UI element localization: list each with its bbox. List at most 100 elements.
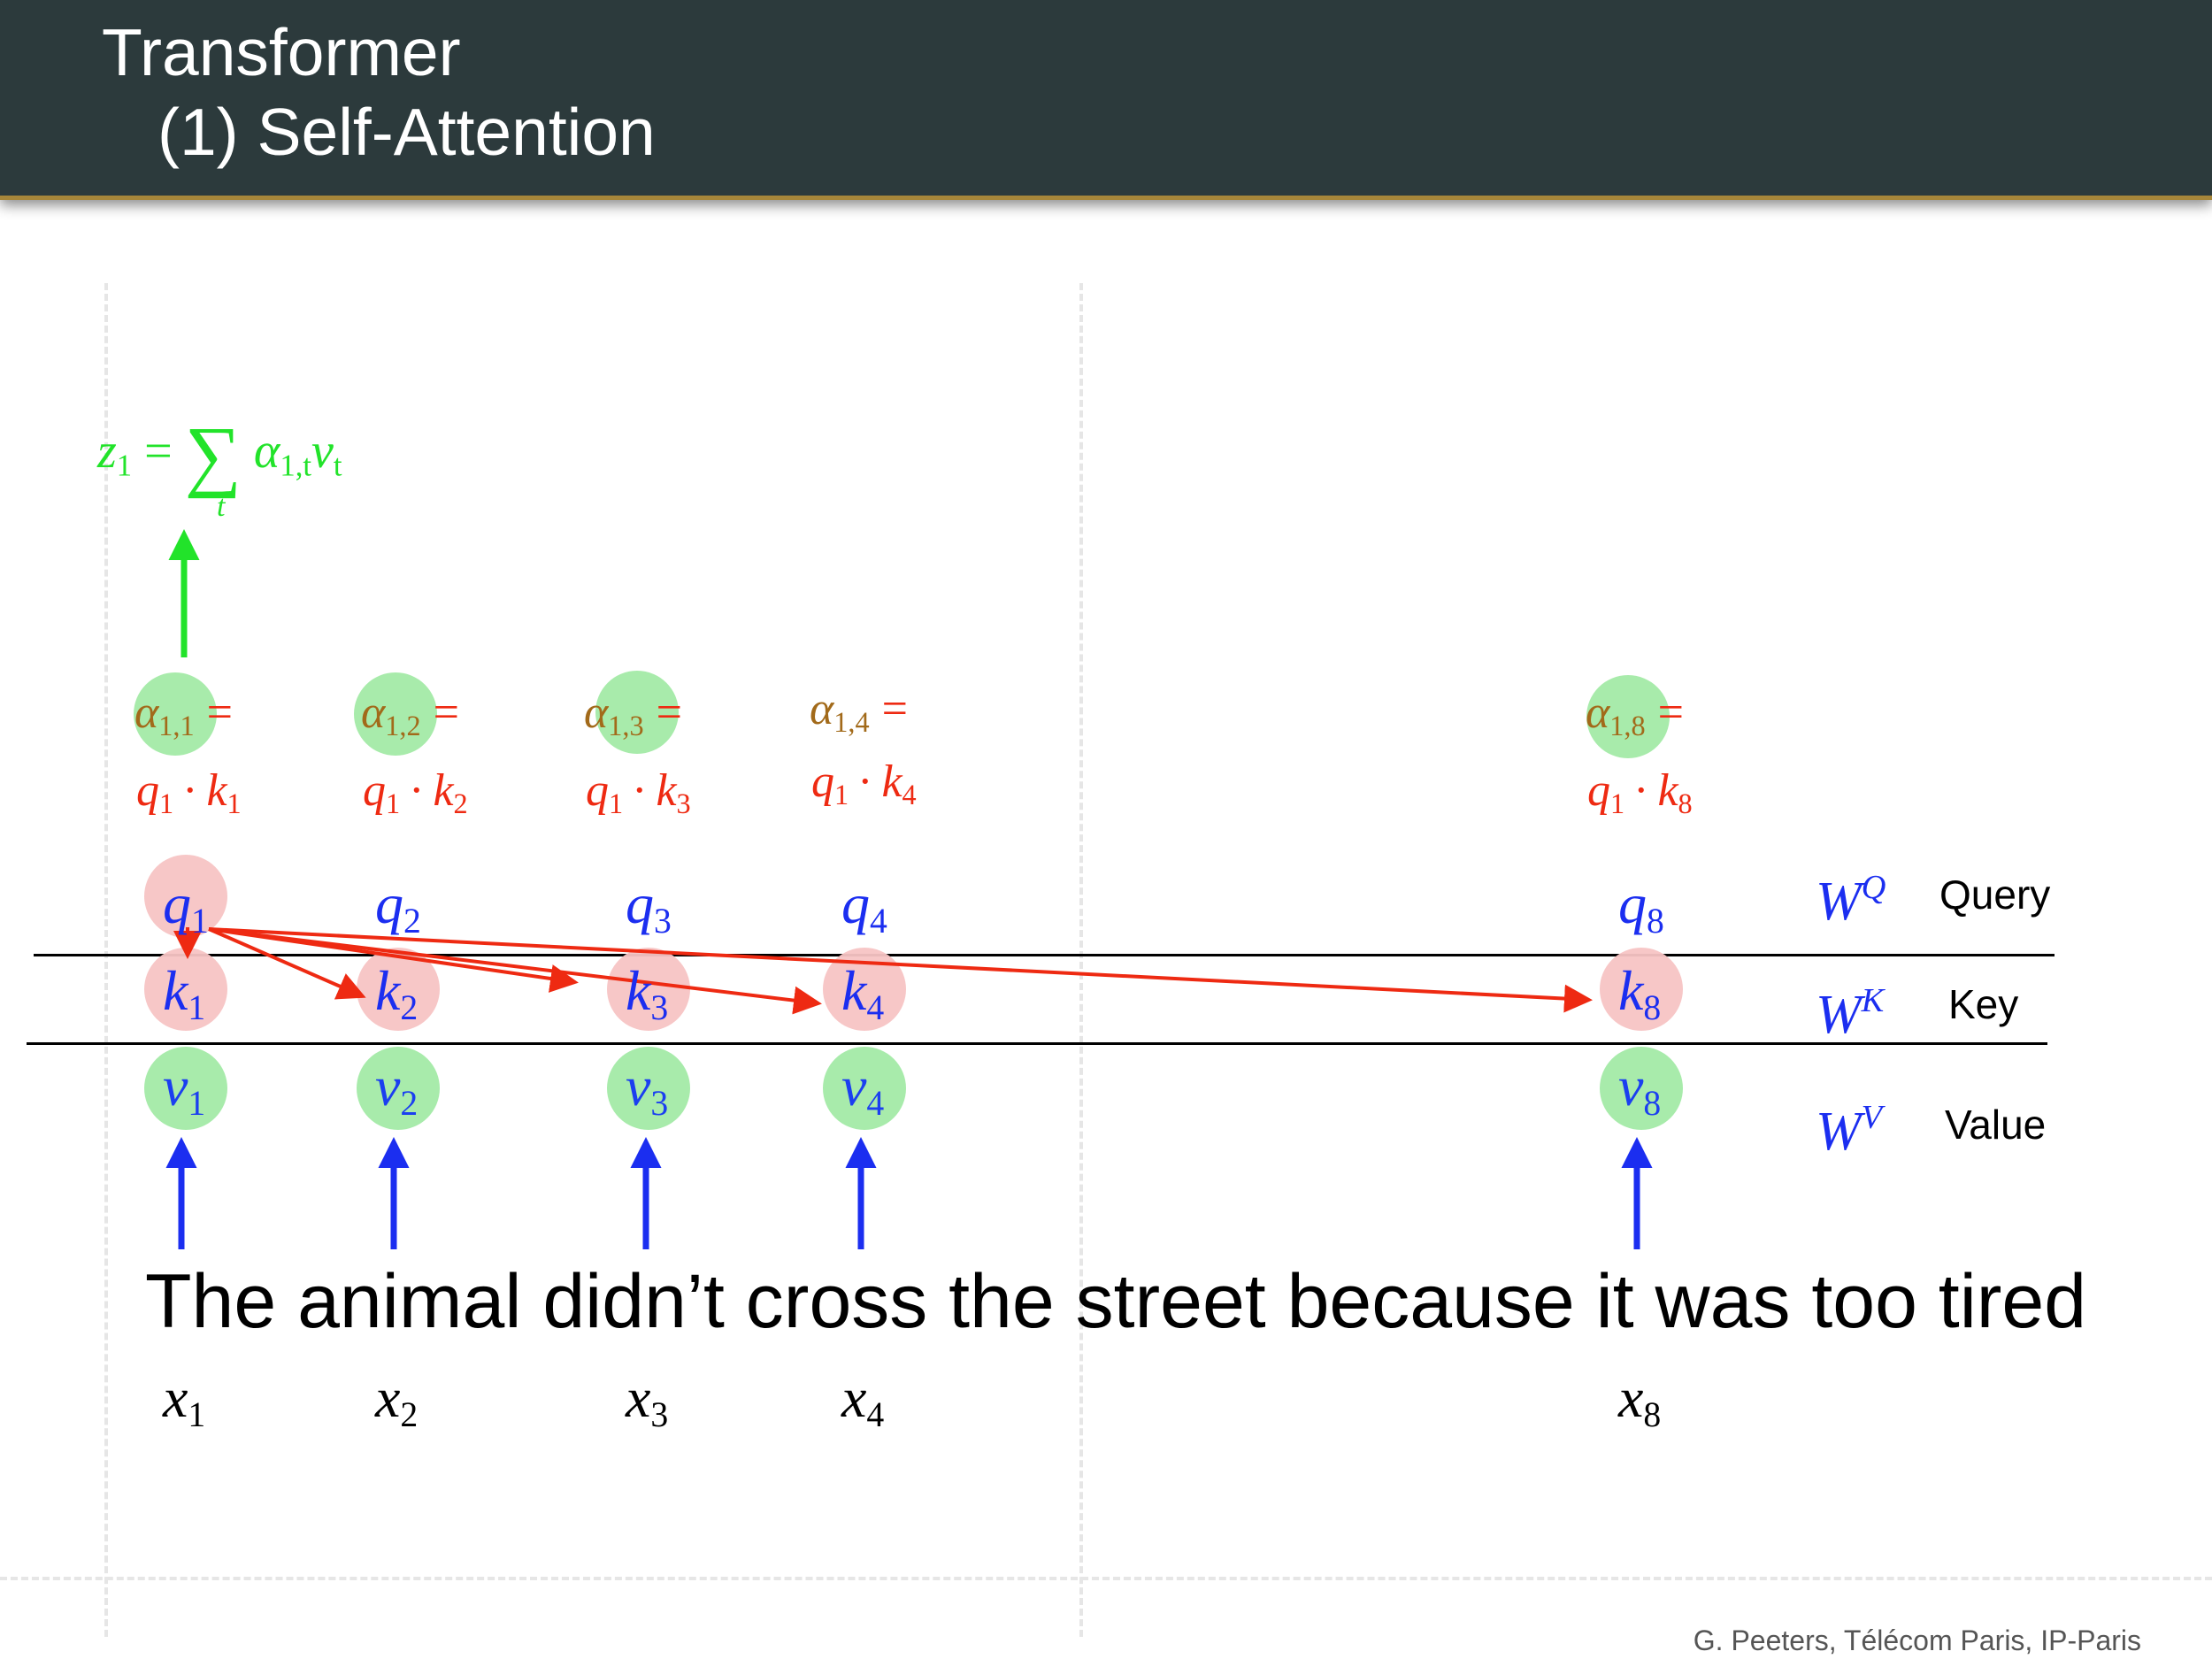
value-vector-3: v3	[626, 1058, 668, 1122]
guide-line-bottom	[0, 1577, 2212, 1580]
alpha-symbol: α	[1586, 687, 1610, 738]
weight-value-sup: V	[1861, 1099, 1883, 1136]
value-vector-symbol: v	[626, 1055, 651, 1118]
dot-k: k	[206, 765, 227, 816]
key-vector-symbol: k	[841, 959, 867, 1022]
dot-q-sub: 1	[1610, 787, 1625, 820]
value-circle-2	[357, 1047, 440, 1130]
weight-value-symbol: W	[1816, 1101, 1862, 1162]
footer-credit: G. Peeters, Télécom Paris, IP-Paris	[1693, 1624, 2141, 1656]
slide-title: Transformer	[102, 15, 461, 89]
weight-key-symbol: W	[1816, 984, 1862, 1045]
key-vector-3: k3	[626, 963, 668, 1026]
alpha-symbol: α	[810, 684, 834, 734]
alpha-symbol: α	[134, 687, 159, 738]
dot-product-label-4: q1 · k4	[811, 757, 917, 810]
key-vector-1: k1	[163, 963, 205, 1026]
output-alpha: α	[253, 423, 280, 479]
input-sentence: The animal didn’t cross the street becau…	[145, 1259, 2087, 1344]
query-vector-symbol: q	[626, 872, 654, 935]
key-vector-subscript: 4	[866, 988, 885, 1028]
value-vector-symbol: v	[375, 1055, 401, 1118]
dot-operator: ·	[182, 765, 198, 816]
alpha-label-1: α1,1 =	[134, 687, 233, 741]
key-vector-subscript: 1	[188, 988, 206, 1028]
output-alpha-sub: 1,t	[280, 448, 312, 483]
dot-operator: ·	[632, 765, 648, 816]
dot-k-sub: 8	[1678, 787, 1693, 820]
dot-q: q	[586, 765, 609, 816]
dot-q: q	[811, 757, 834, 807]
query-circle-1	[144, 855, 227, 938]
input-token-symbol: x	[1618, 1366, 1644, 1429]
value-vector-1: v1	[163, 1058, 205, 1122]
dot-q: q	[363, 765, 386, 816]
dot-product-label-1: q1 · k1	[136, 768, 242, 818]
weight-query-sup: Q	[1861, 869, 1886, 906]
value-vector-4: v4	[841, 1058, 884, 1122]
input-token-symbol: x	[626, 1366, 651, 1429]
alpha-equals: =	[433, 687, 459, 738]
dot-k-sub: 3	[676, 787, 691, 820]
value-vector-8: v8	[1618, 1058, 1661, 1122]
key-vector-2: k2	[375, 963, 418, 1026]
alpha-subscript: 1,3	[608, 710, 644, 742]
alpha-symbol: α	[584, 687, 609, 738]
alpha-subscript: 1,4	[833, 706, 870, 739]
input-token-subscript: 2	[400, 1395, 419, 1435]
output-v-sub: t	[333, 448, 342, 483]
guide-line-center	[1079, 283, 1083, 1637]
input-token-subscript: 8	[1643, 1395, 1662, 1435]
slide-header: Transformer (1) Self-Attention	[0, 0, 2212, 200]
weight-query: WQ	[1816, 871, 1886, 929]
alpha-equals: =	[656, 687, 682, 738]
weight-key-sup: K	[1861, 982, 1885, 1019]
dot-k: k	[433, 765, 454, 816]
query-vector-subscript: 2	[403, 902, 421, 941]
alpha-circle-1	[134, 672, 217, 756]
key-value-divider	[27, 1042, 2047, 1045]
dot-q: q	[136, 765, 159, 816]
input-token-8: x8	[1618, 1370, 1661, 1433]
key-circle-8	[1600, 948, 1683, 1031]
query-vector-3: q3	[626, 876, 672, 940]
key-vector-symbol: k	[375, 959, 401, 1022]
key-vector-symbol: k	[163, 959, 188, 1022]
key-vector-symbol: k	[626, 959, 651, 1022]
alpha-circle-8	[1586, 675, 1670, 758]
input-token-4: x4	[841, 1370, 884, 1433]
input-token-2: x2	[375, 1370, 418, 1433]
key-circle-3	[607, 948, 690, 1031]
weight-key: WK	[1816, 984, 1884, 1042]
value-vector-subscript: 3	[650, 1084, 669, 1124]
dot-k-sub: 2	[453, 787, 468, 820]
dot-q-sub: 1	[609, 787, 624, 820]
key-vector-symbol: k	[1618, 959, 1644, 1022]
dot-k: k	[881, 757, 902, 807]
query-vector-4: q4	[841, 876, 887, 940]
alpha-label-2: α1,2 =	[361, 687, 459, 742]
dot-q: q	[1587, 765, 1610, 816]
value-vector-symbol: v	[841, 1055, 867, 1118]
weight-query-symbol: W	[1816, 871, 1862, 932]
query-vector-symbol: q	[375, 872, 403, 935]
weight-value: WV	[1816, 1101, 1882, 1159]
value-circle-4	[823, 1047, 906, 1130]
value-label: Value	[1945, 1102, 2047, 1148]
sum-symbol: ∑	[184, 411, 242, 499]
input-token-subscript: 3	[650, 1395, 669, 1435]
alpha-equals: =	[881, 684, 908, 734]
value-circle-3	[607, 1047, 690, 1130]
dot-k: k	[656, 765, 677, 816]
alpha-subscript: 1,2	[385, 710, 421, 742]
alpha-circle-3	[595, 671, 679, 754]
value-vector-symbol: v	[1618, 1055, 1644, 1118]
input-token-symbol: x	[163, 1366, 188, 1429]
output-equals: =	[144, 423, 173, 479]
attention-arrow-k4	[208, 927, 822, 1015]
output-formula: z1 = ∑ α1,tvt	[97, 416, 342, 495]
value-circle-1	[144, 1047, 227, 1130]
value-vector-subscript: 1	[188, 1084, 206, 1124]
alpha-equals: =	[1657, 687, 1684, 738]
